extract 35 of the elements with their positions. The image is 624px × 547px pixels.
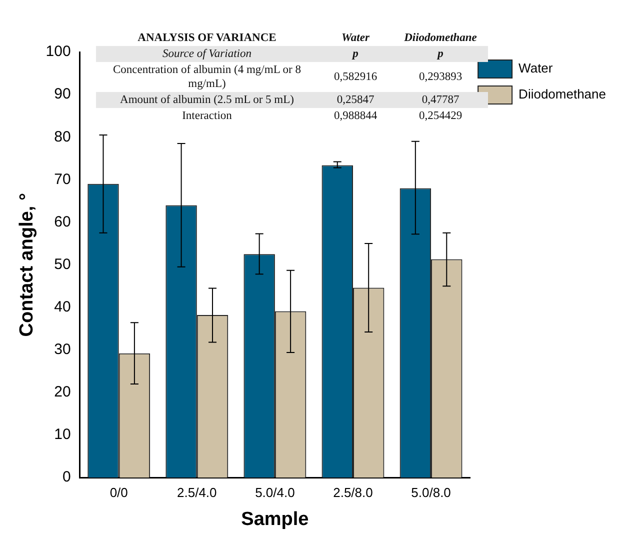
annotation: Source of Variation <box>161 47 252 62</box>
y-tick-label: 60 <box>54 213 71 230</box>
y-tick-label: 80 <box>54 128 71 146</box>
annotation: Interaction <box>181 109 233 124</box>
text: Water <box>340 31 370 46</box>
annotation: 0,293893 <box>418 70 464 85</box>
y-tick-label: 100 <box>46 43 71 60</box>
y-tick-label: 70 <box>54 170 71 188</box>
y-tick-label: 30 <box>54 341 71 358</box>
annotation: 0,25847 <box>336 93 376 108</box>
x-tick-label: 2.5/4.0 <box>177 484 217 500</box>
annotation: Amount of albumin (2.5 mL or 5 mL) <box>119 93 295 108</box>
y-tick-label: 10 <box>54 426 71 444</box>
x-tick-label: 0/0 <box>110 484 128 500</box>
y-tick-label: 0 <box>62 468 71 486</box>
legend-label: Water <box>518 60 554 76</box>
annotation: p <box>350 47 360 62</box>
y-axis-title: Contact angle, ° <box>16 192 38 337</box>
text: ANALYSIS OF VARIANCE <box>136 31 278 46</box>
y-tick-label: 50 <box>54 256 71 273</box>
y-tick-label: 90 <box>54 86 71 103</box>
text: Diiodomethane <box>403 31 478 46</box>
y-tick-label: 40 <box>54 298 71 316</box>
x-axis-title: Sample <box>241 508 309 530</box>
x-tick-label: 2.5/8.0 <box>333 484 373 500</box>
x-tick-label: 5.0/8.0 <box>411 484 451 500</box>
legend-label: Diiodomethane <box>518 86 606 102</box>
annotation: 0,254429 <box>418 109 464 124</box>
annotation: p <box>436 47 444 62</box>
x-tick-label: 5.0/4.0 <box>255 484 295 500</box>
annotation: 0,582916 <box>332 70 378 85</box>
annotation: 0,988844 <box>332 109 378 124</box>
annotation: Concentration of albumin (4 mg/mL or 8 mg/mL) <box>112 63 302 92</box>
annotation: 0,47787 <box>420 93 460 108</box>
y-tick-label: 20 <box>54 384 71 401</box>
